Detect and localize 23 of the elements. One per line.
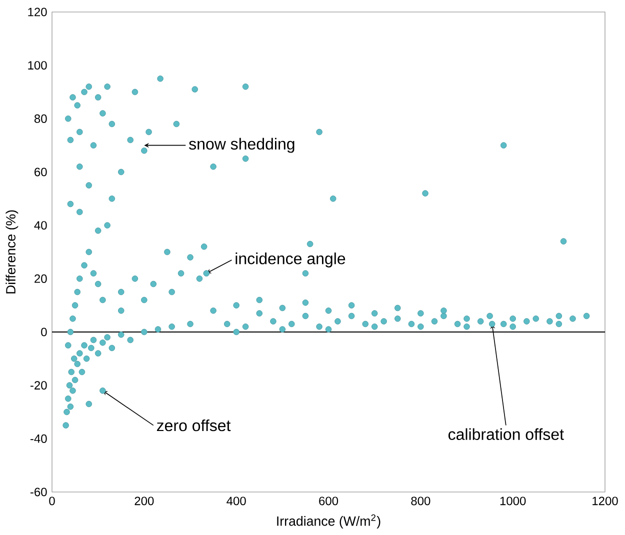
y-tick-label: 20 <box>34 274 47 283</box>
y-tick-label: 0 <box>41 328 47 336</box>
annotation: calibration offset <box>448 428 564 440</box>
x-tick-label: 1200 <box>592 496 618 506</box>
annotation: snow shedding <box>189 138 294 153</box>
y-axis-title: Difference (%) <box>6 210 18 294</box>
x-tick-label: 400 <box>226 496 246 506</box>
x-tick-label: 1000 <box>500 496 526 506</box>
y-tick-label: 100 <box>28 61 47 70</box>
y-tick-label: 60 <box>34 168 47 176</box>
y-tick-label: 120 <box>28 8 47 16</box>
y-tick-label: -60 <box>30 488 47 496</box>
x-tick-label: 0 <box>49 496 55 506</box>
x-axis-title: Irradiance (W/m$^{2}$) <box>277 514 380 528</box>
y-tick-label: 80 <box>34 114 47 123</box>
y-tick-label: -40 <box>30 434 47 443</box>
x-tick-label: 200 <box>134 496 154 506</box>
x-tick-label: 600 <box>319 496 338 506</box>
x-tick-label: 800 <box>411 496 430 506</box>
annotation: incidence angle <box>236 252 346 268</box>
annotation: zero offset <box>156 419 231 432</box>
y-tick-label: -20 <box>30 381 47 390</box>
y-tick-label: 40 <box>34 221 47 230</box>
